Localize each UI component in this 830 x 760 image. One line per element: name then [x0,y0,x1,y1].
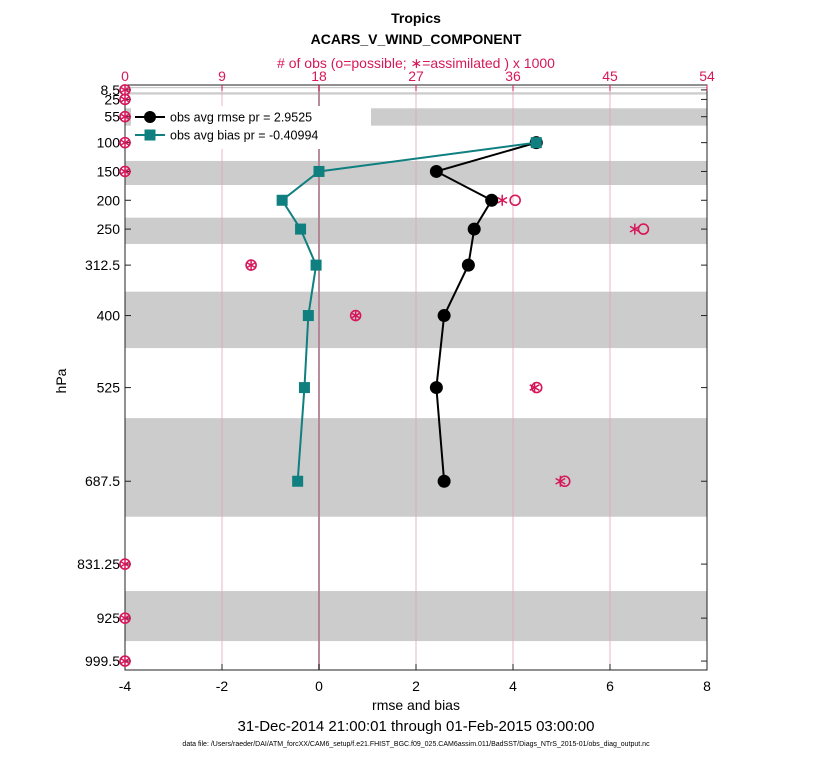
obs-assimilated-marker [119,558,131,570]
asterisk-stroke [497,196,508,204]
obs-assimilated-marker [555,475,566,487]
obs-assimilated-marker [245,259,257,271]
rmse-point [429,164,443,178]
x-tick-label: 2 [412,678,420,694]
bias-point [292,475,304,487]
y-tick-label: 250 [97,221,121,237]
x-tick-label: -4 [119,678,132,694]
bias-point [310,259,322,271]
obs-possible-marker [509,194,521,207]
y-tick-label: 687.5 [85,473,120,489]
legend-bias-marker [144,129,156,141]
y-tick-label: 150 [97,163,121,179]
asterisk-stroke [119,168,131,175]
y-tick-label: 400 [97,308,121,324]
x-tick-label: 4 [509,678,517,694]
rmse-point [429,381,443,395]
obs-assimilated-marker [119,655,131,667]
obs-assimilated-marker [119,137,131,149]
x-tick-label: -2 [216,678,229,694]
y-tick-label: 999.5 [85,653,120,669]
x-tick-label: 6 [606,678,614,694]
bias-line [280,141,537,482]
legend-rmse-label: obs avg rmse pr = 2.9525 [170,111,312,125]
asterisk-stroke [245,261,257,269]
legend-rmse-marker [144,111,156,123]
obs-assimilated-marker [119,84,131,96]
top-axis-label: # of obs (o=possible; ∗=assimilated ) x … [277,55,555,71]
obs-assimilated-marker [350,310,361,322]
asterisk-stroke [529,384,540,391]
rmse-point [461,258,475,272]
data-file-note: data file: /Users/raeder/DAI/ATM_forcXX/… [182,741,650,748]
chart-subtitle: ACARS_V_WIND_COMPONENT [311,31,522,47]
bias-point [295,223,307,235]
top-tick-label: 18 [311,68,327,84]
asterisk-stroke [350,312,361,319]
obs-assimilated-marker [529,382,540,394]
y-tick-label: 925 [97,610,121,626]
bias-point [276,194,288,206]
asterisk-stroke [555,477,566,485]
y-tick-label: 525 [97,380,121,396]
bias-point [530,137,542,149]
series-lines [276,136,543,488]
y-tick-label: 8.5 [101,82,121,98]
asterisk-stroke [119,86,131,94]
top-tick-label: 9 [218,68,226,84]
asterisk-stroke [119,113,131,121]
y-tick-label: 831.25 [77,556,120,572]
asterisk-stroke [119,139,131,147]
axes: -4 -2 0 2 4 6 8 0 9 18 27 36 45 54 8.525 55 100 150 200 250… [77,68,715,694]
bias-point [298,382,310,394]
obs-assimilated-marker [119,93,131,105]
legend: obs avg rmse pr = 2.9525 obs avg bias pr… [131,106,371,149]
top-tick-label: 45 [602,68,618,84]
obs-count-markers [119,84,650,667]
legend-bias-label: obs avg bias pr = -0.40994 [170,129,318,143]
asterisk-stroke [119,96,131,103]
bias-point [313,165,325,177]
bias-point [302,310,314,322]
y-axis-label: hPa [53,368,69,393]
obs-assimilated-marker [629,223,640,235]
asterisk-stroke [629,225,640,233]
y-tick-label: 55 [104,109,120,125]
obs-assimilated-marker [119,612,131,624]
y-tick-label: 312.5 [85,257,120,273]
rmse-line [433,141,537,482]
top-tick-label: 27 [408,68,424,84]
obs-assimilated-marker [119,111,131,123]
asterisk-stroke [119,560,131,568]
legend-box [131,106,371,149]
gridlines [221,85,611,670]
x-axis-label: rmse and bias [372,697,460,713]
top-tick-label: 0 [121,68,129,84]
top-tick-label: 54 [699,68,715,84]
x-tick-label: 8 [703,678,711,694]
asterisk-stroke [119,657,131,665]
obs-possible-marker [637,223,650,235]
rmse-point [437,309,451,323]
rmse-point [467,222,481,236]
y-tick-label: 200 [97,192,121,208]
chart-title: Tropics [391,10,441,26]
y-tick-label: 25 [104,91,120,107]
date-range: 31-Dec-2014 21:00:01 through 01-Feb-2015… [238,718,595,735]
rmse-point [485,193,499,207]
y-tick-label: 100 [97,135,121,151]
asterisk-stroke [119,614,131,622]
obs-possible-marker [530,381,543,394]
rmse-point [437,474,451,488]
obs-assimilated-marker [497,194,508,206]
x-tick-label: 0 [315,678,323,694]
top-tick-label: 36 [505,68,521,84]
obs-assimilated-marker [119,165,131,177]
